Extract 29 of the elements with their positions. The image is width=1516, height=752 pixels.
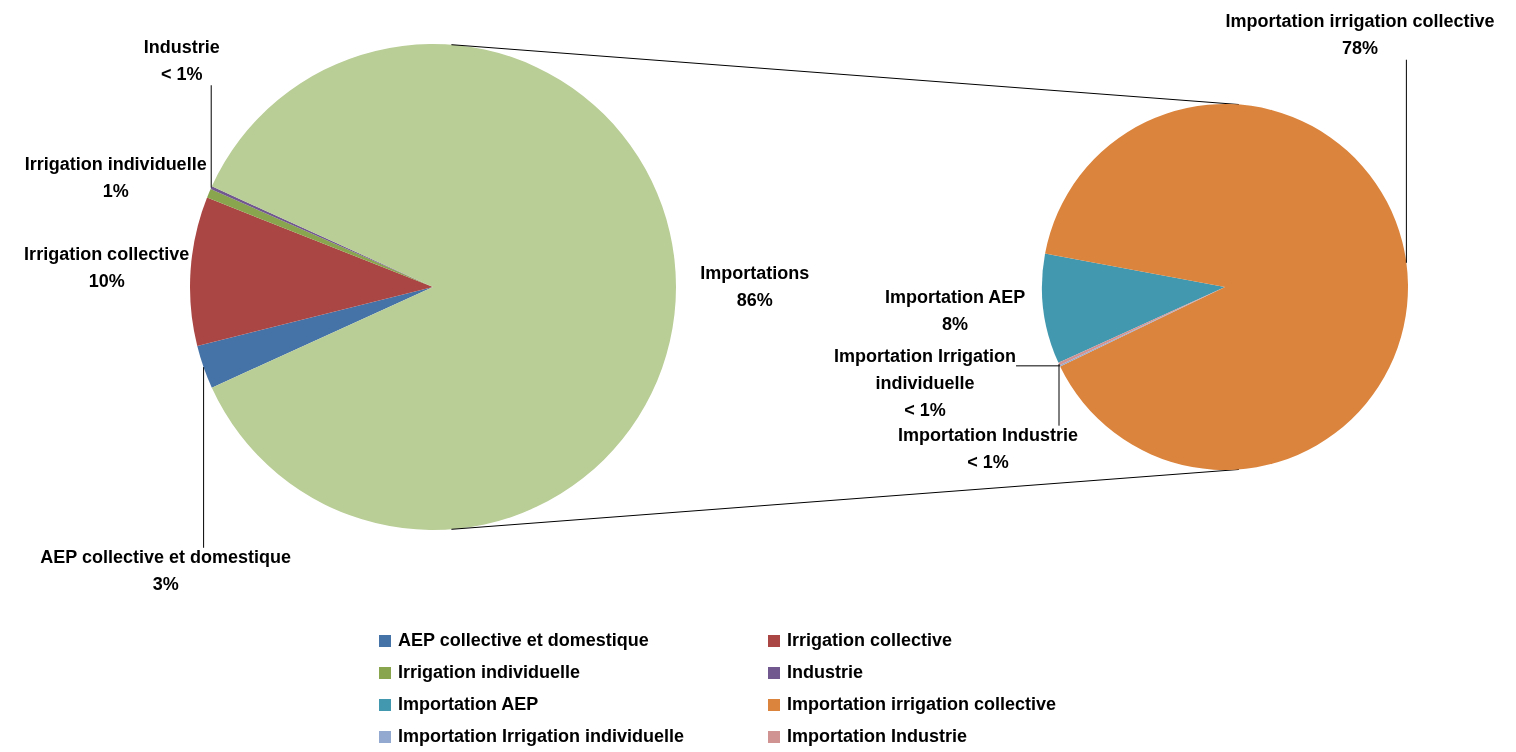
legend-label: Importation AEP (398, 694, 539, 714)
data-label: < 1% (160, 63, 203, 84)
slice-label: Importation Irrigation individuelle (834, 346, 1017, 394)
legend-label: Industrie (787, 662, 864, 682)
legend-label: AEP collective et domestique (398, 630, 649, 650)
slice-label: Importation AEP (884, 286, 1026, 307)
legend-label: Importation Industrie (787, 726, 967, 746)
slice-label: Irrigation individuelle (24, 153, 207, 174)
slice-label: Importations (700, 262, 810, 283)
legend-label: Importation Irrigation individuelle (398, 726, 685, 746)
pie-slice (1042, 253, 1225, 363)
slice-label: Industrie (143, 36, 220, 57)
slice-label: AEP collective et domestique (40, 547, 292, 568)
legend-label: Importation irrigation collective (787, 694, 1057, 714)
data-label: 1% (102, 180, 129, 201)
legend-label: Irrigation individuelle (398, 662, 581, 682)
slice-label: Importation Industrie (898, 425, 1079, 446)
data-label: 86% (736, 289, 773, 310)
data-label: < 1% (967, 452, 1009, 473)
data-label: 78% (1342, 38, 1379, 59)
pie-slice (190, 197, 433, 346)
slice-label: Irrigation collective (24, 243, 190, 264)
data-label: < 1% (904, 400, 946, 421)
pie-slice (197, 287, 433, 388)
data-label: 10% (88, 270, 125, 291)
legend-label: Irrigation collective (787, 630, 953, 650)
slice-label: Importation irrigation collective (1225, 11, 1495, 32)
data-label: 3% (152, 574, 179, 595)
data-label: 8% (942, 313, 969, 334)
